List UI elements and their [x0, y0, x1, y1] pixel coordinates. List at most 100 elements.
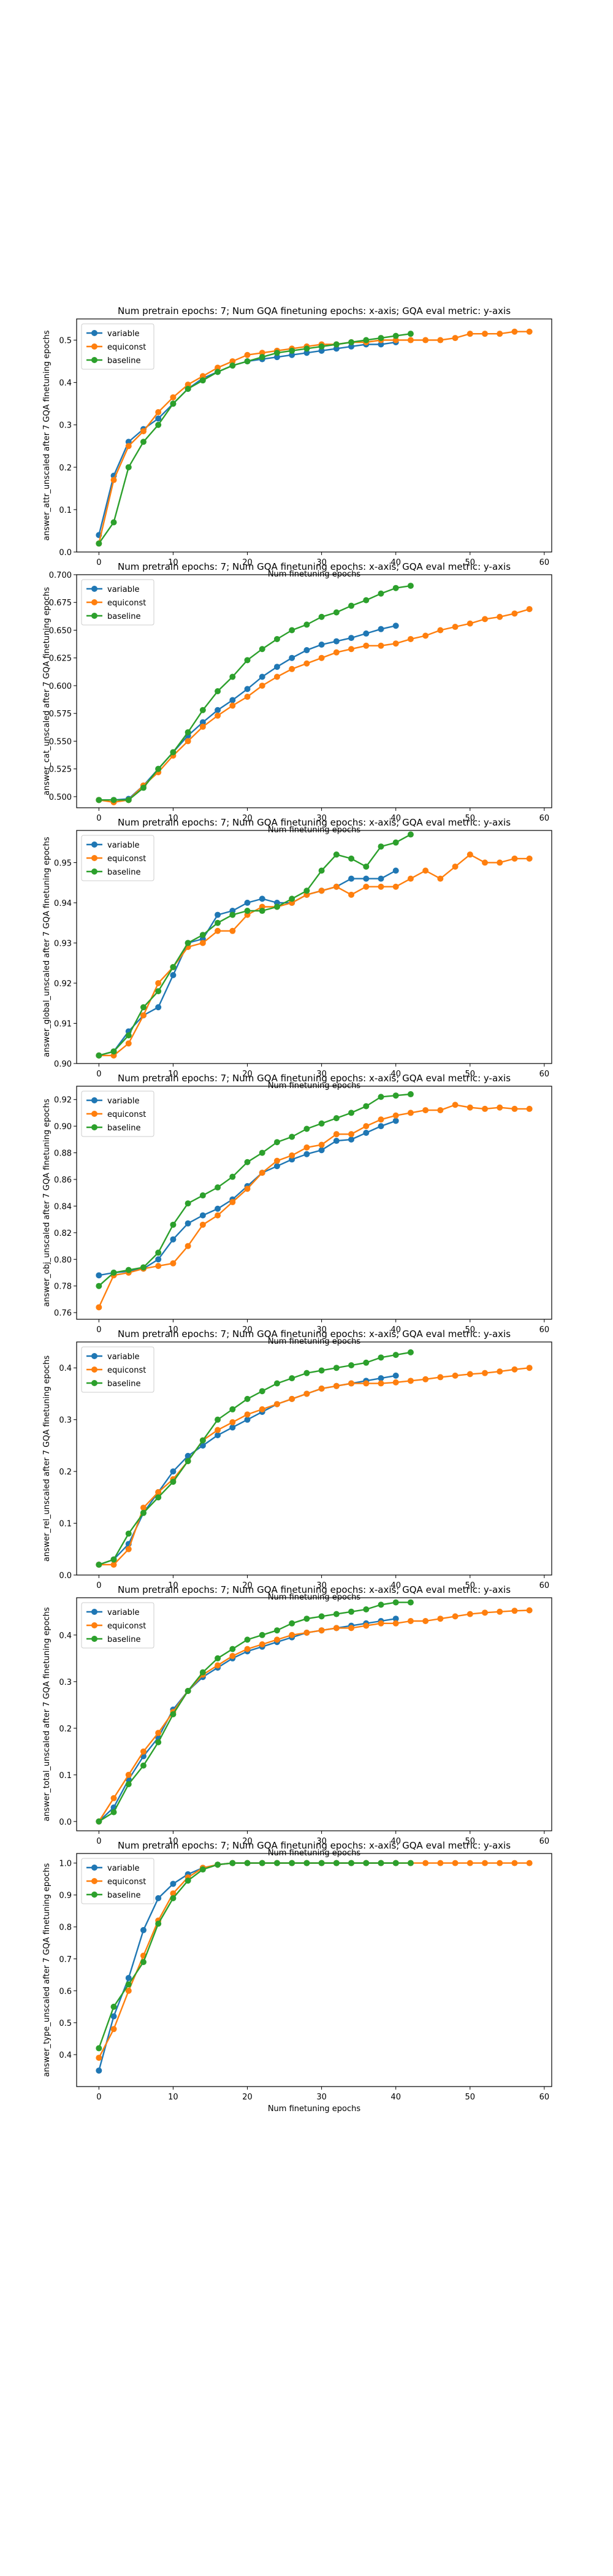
legend-marker-equiconst	[91, 1622, 97, 1628]
data-point-baseline	[303, 1370, 310, 1376]
data-point-variable	[125, 1975, 132, 1982]
data-point-equiconst	[199, 723, 206, 730]
data-point-variable	[170, 972, 177, 978]
data-point-equiconst	[466, 851, 473, 858]
data-point-baseline	[407, 1349, 414, 1355]
data-point-equiconst	[466, 1611, 473, 1617]
legend-box	[81, 1858, 154, 1904]
data-point-equiconst	[215, 712, 221, 719]
data-point-equiconst	[333, 649, 340, 656]
y-tick-label: 0.91	[54, 1019, 72, 1029]
legend-label: variable	[107, 1864, 139, 1873]
x-tick-label: 30	[316, 1325, 327, 1335]
x-tick-label: 50	[465, 1070, 476, 1079]
chart-0: Num pretrain epochs: 7; Num GQA finetuni…	[42, 305, 552, 579]
data-point-baseline	[125, 1032, 132, 1039]
data-point-baseline	[407, 331, 414, 337]
data-point-baseline	[110, 1270, 117, 1276]
x-tick-label: 20	[242, 814, 253, 823]
data-point-equiconst	[259, 1406, 265, 1413]
data-point-variable	[244, 1416, 251, 1423]
data-point-equiconst	[497, 1860, 503, 1866]
data-point-equiconst	[452, 1372, 459, 1379]
y-tick-label: 0.92	[54, 1096, 72, 1105]
x-tick-label: 0	[96, 1070, 101, 1079]
data-point-baseline	[229, 362, 236, 369]
legend-marker-baseline	[91, 1124, 97, 1130]
data-point-baseline	[378, 1601, 384, 1608]
data-point-equiconst	[333, 1382, 340, 1389]
legend-label: variable	[107, 585, 139, 594]
data-point-baseline	[348, 602, 355, 609]
y-tick-label: 0.90	[54, 1060, 72, 1069]
data-point-equiconst	[452, 1860, 459, 1866]
data-point-baseline	[407, 1599, 414, 1606]
data-point-baseline	[363, 1103, 370, 1110]
data-point-variable	[273, 354, 280, 361]
data-point-variable	[348, 875, 355, 882]
data-point-baseline	[185, 729, 191, 735]
data-point-baseline	[185, 940, 191, 946]
data-point-baseline	[407, 831, 414, 838]
chart-1: Num pretrain epochs: 7; Num GQA finetuni…	[42, 561, 552, 835]
data-point-baseline	[229, 1860, 236, 1866]
data-point-variable	[259, 895, 265, 902]
x-tick-label: 60	[539, 1837, 550, 1846]
legend-label: baseline	[107, 1635, 140, 1644]
data-point-equiconst	[452, 1613, 459, 1620]
data-point-variable	[363, 630, 370, 637]
data-point-equiconst	[378, 1116, 384, 1123]
chart-title: Num pretrain epochs: 7; Num GQA finetuni…	[118, 305, 511, 316]
data-point-baseline	[170, 1895, 177, 1901]
data-point-baseline	[259, 646, 265, 653]
data-point-baseline	[259, 908, 265, 914]
data-point-equiconst	[185, 738, 191, 745]
x-tick-label: 50	[465, 1581, 476, 1590]
data-point-variable	[289, 351, 295, 358]
data-point-baseline	[378, 1354, 384, 1361]
data-point-baseline	[259, 1860, 265, 1866]
data-point-equiconst	[140, 1012, 147, 1019]
data-point-equiconst	[333, 1625, 340, 1631]
data-point-equiconst	[110, 477, 117, 483]
y-tick-label: 0.8	[59, 1923, 72, 1933]
data-point-baseline	[303, 1616, 310, 1622]
series-line-baseline	[99, 585, 411, 801]
data-point-baseline	[140, 1509, 147, 1516]
data-point-baseline	[140, 1762, 147, 1769]
data-point-variable	[392, 1117, 399, 1124]
data-point-equiconst	[273, 1157, 280, 1164]
data-point-equiconst	[348, 1625, 355, 1631]
y-tick-label: 0.94	[54, 899, 72, 908]
data-point-variable	[155, 1895, 162, 1901]
data-point-variable	[170, 1880, 177, 1887]
data-point-baseline	[125, 1781, 132, 1787]
legend-marker-equiconst	[91, 1878, 97, 1884]
data-point-equiconst	[348, 646, 355, 653]
data-point-baseline	[273, 350, 280, 356]
data-point-baseline	[303, 345, 310, 352]
data-point-equiconst	[244, 1186, 251, 1192]
data-point-variable	[378, 875, 384, 882]
data-point-baseline	[229, 1406, 236, 1413]
data-point-baseline	[392, 1860, 399, 1866]
data-point-equiconst	[303, 660, 310, 667]
data-point-variable	[333, 345, 340, 352]
data-point-equiconst	[259, 350, 265, 356]
data-point-equiconst	[155, 1489, 162, 1495]
data-point-baseline	[170, 964, 177, 970]
x-tick-label: 20	[242, 1581, 253, 1590]
legend-marker-variable	[91, 1353, 97, 1359]
data-point-equiconst	[318, 887, 325, 894]
data-point-baseline	[140, 1004, 147, 1011]
data-point-baseline	[215, 688, 221, 694]
data-point-equiconst	[526, 606, 533, 613]
data-point-equiconst	[125, 1040, 132, 1047]
data-point-baseline	[215, 369, 221, 375]
data-point-baseline	[244, 1159, 251, 1165]
data-point-baseline	[259, 354, 265, 361]
data-point-baseline	[185, 1200, 191, 1207]
data-point-baseline	[392, 1599, 399, 1606]
data-point-baseline	[273, 1139, 280, 1146]
series-line-equiconst	[98, 1104, 530, 1308]
